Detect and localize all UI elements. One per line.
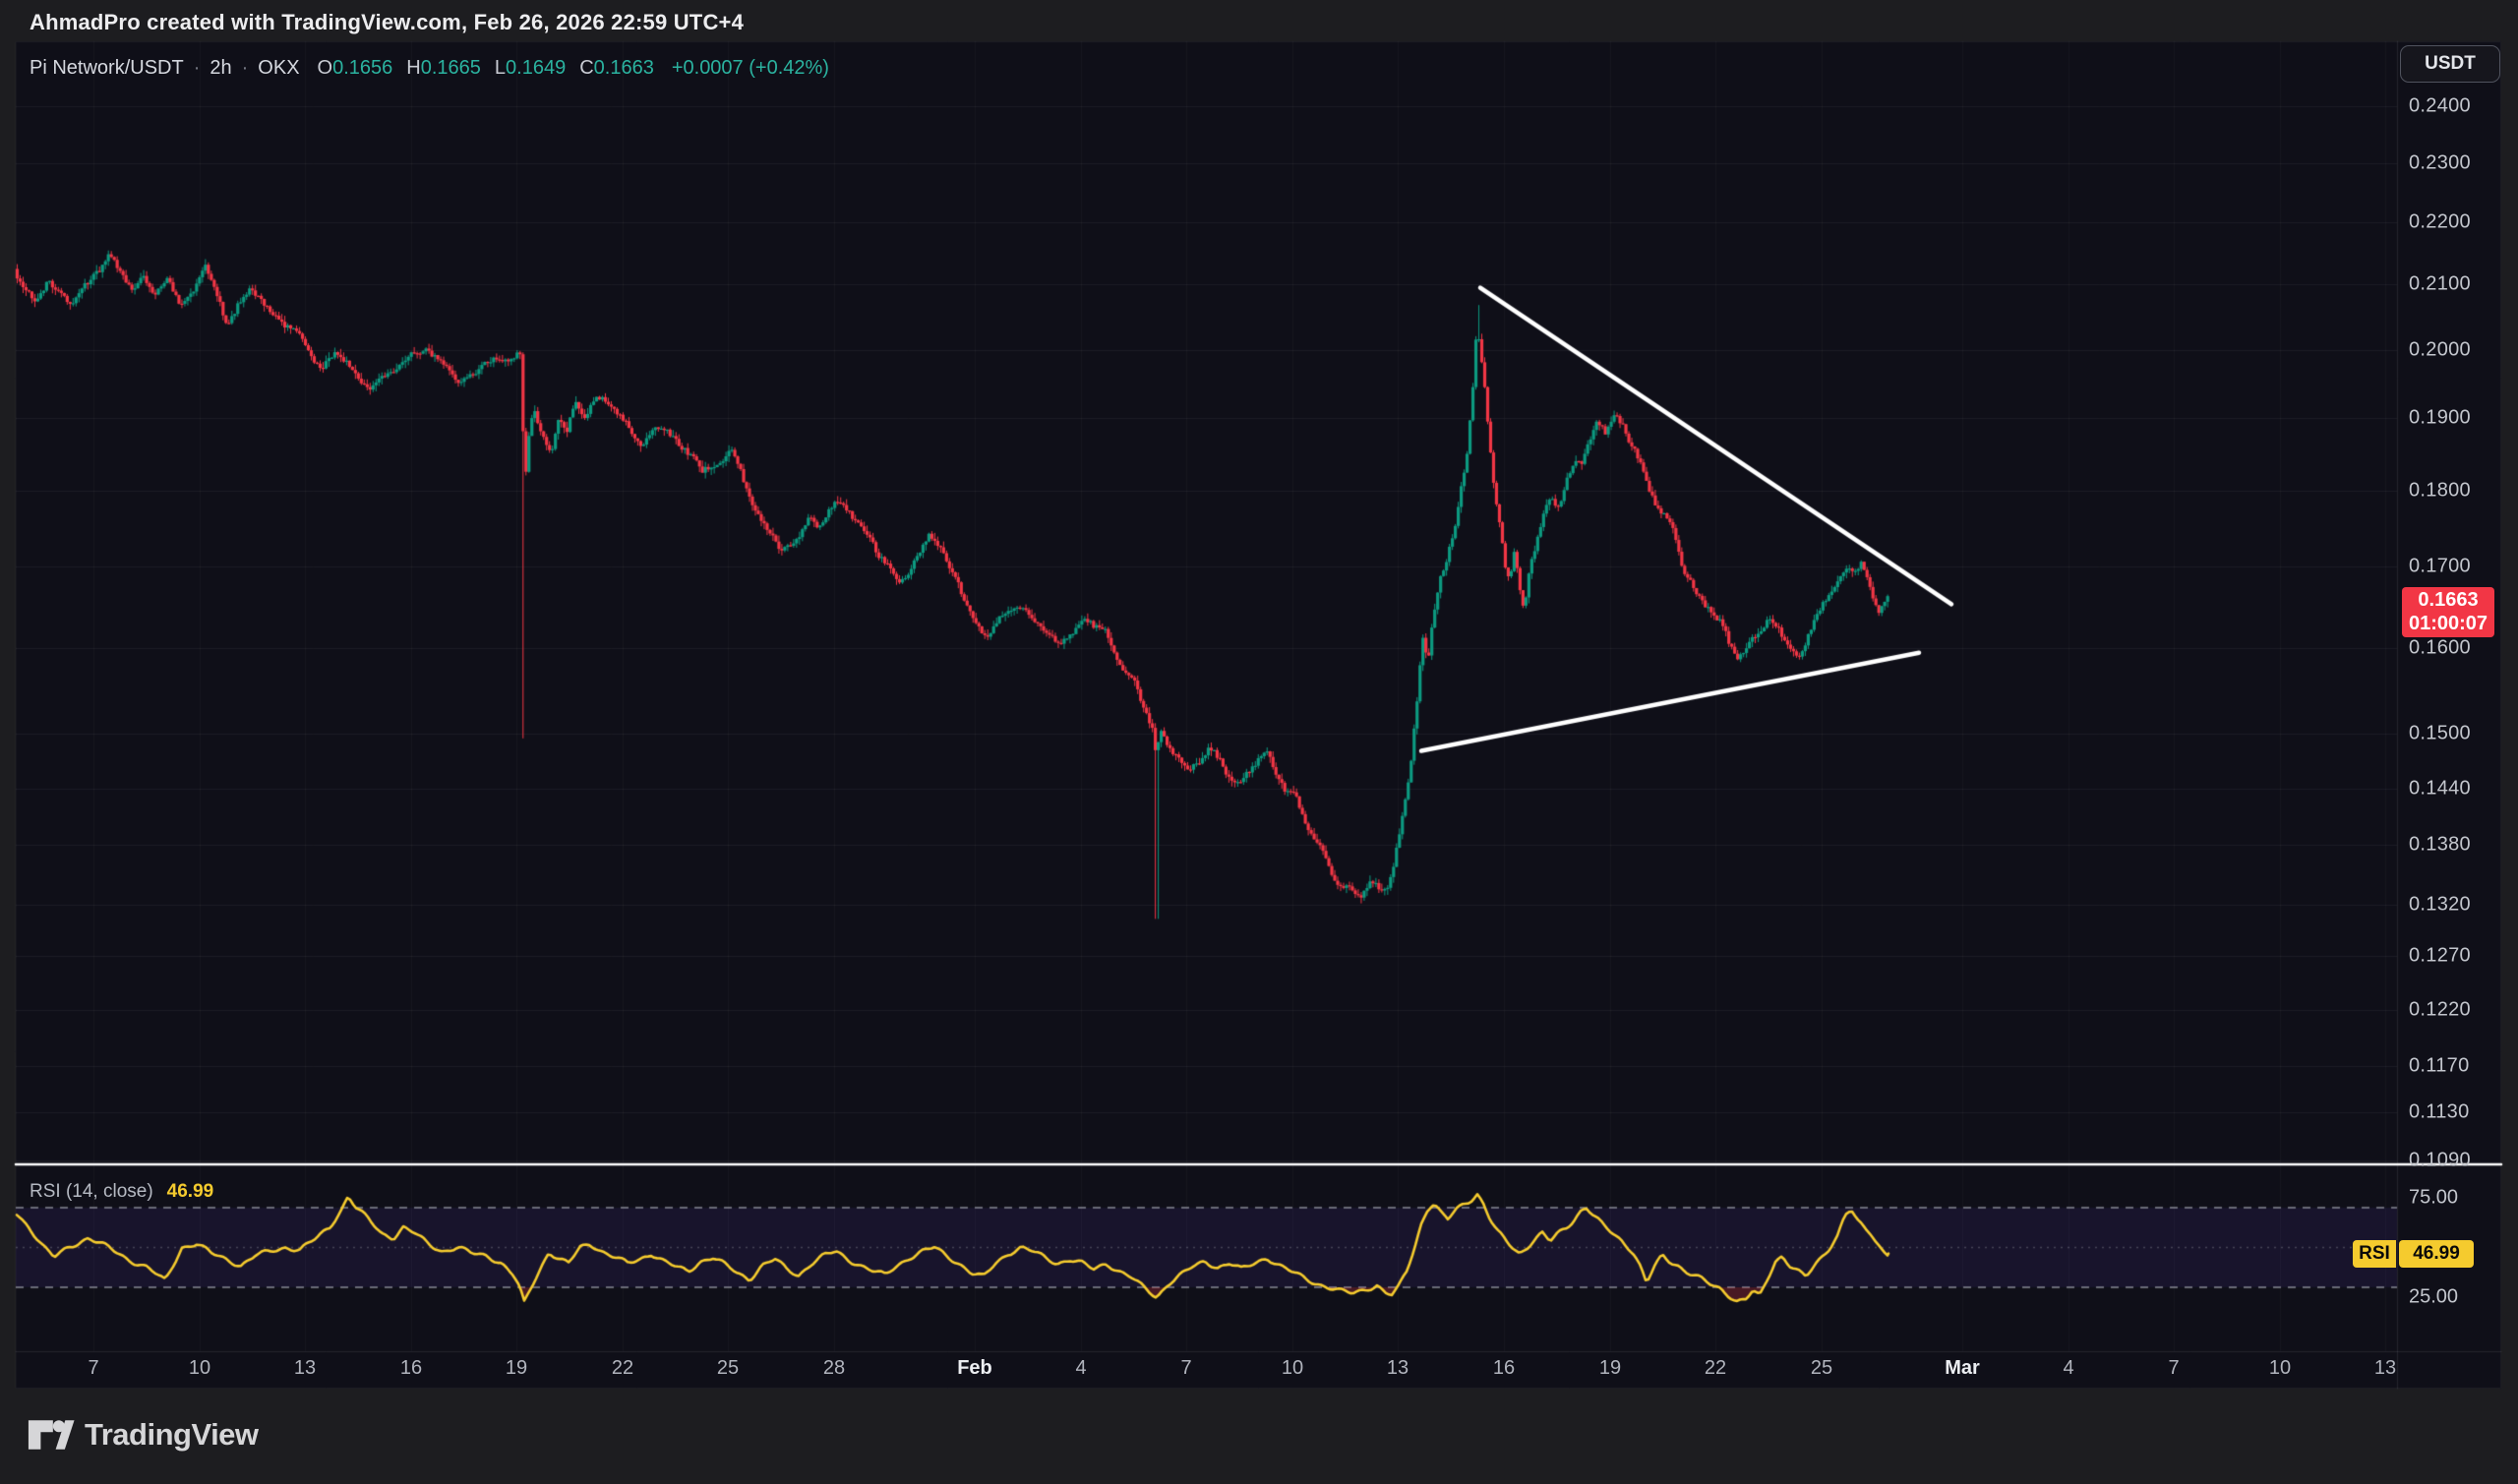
time-tick-label: 10 [2268,1357,2292,1379]
price-axis-label: 0.1130 [2409,1100,2470,1123]
symbol-legend: Pi Network/USDT · 2h · OKX O0.1656 H0.166… [30,53,829,83]
time-tick-label: 22 [1704,1357,1727,1379]
tradingview-logo-text: TradingView [85,1417,259,1452]
interval-label[interactable]: 2h [210,56,232,79]
ohlc-values: O0.1656 H0.1665 L0.1649 C0.1663 [318,57,668,80]
rsi-axis-label: 75.00 [2409,1186,2459,1209]
time-tick-label: 10 [188,1357,211,1379]
time-tick-label: 19 [1598,1357,1622,1379]
price-axis-label: 0.1170 [2409,1054,2470,1077]
legend-separator: · [241,56,249,79]
rsi-price-label-name: RSI [2353,1240,2396,1268]
price-axis-label: 0.2200 [2409,210,2471,233]
rsi-legend-title[interactable]: RSI (14, close) [30,1181,153,1202]
price-axis-label: 0.2400 [2409,94,2471,117]
rsi-axis-label: 25.00 [2409,1285,2459,1308]
ohlc-token: H0.1665 [406,56,481,79]
last-price-badge: 0.1663 01:00:07 [2402,587,2494,637]
time-tick-label: 28 [822,1357,846,1379]
time-tick-label: 13 [1386,1357,1409,1379]
time-tick-label: 25 [716,1357,740,1379]
time-tick-label: 16 [399,1357,423,1379]
rsi-price-label-value: 46.99 [2399,1240,2474,1268]
time-tick-label: 16 [1492,1357,1516,1379]
time-tick-label: 13 [293,1357,317,1379]
time-tick-label: 10 [1281,1357,1304,1379]
price-axis-label: 0.1800 [2409,479,2471,502]
legend-separator: · [193,56,201,79]
time-tick-label: 4 [1075,1357,1087,1379]
price-axis-label: 0.1090 [2409,1149,2471,1171]
price-axis-label: 0.1220 [2409,998,2471,1021]
time-tick-label: 7 [1180,1357,1192,1379]
price-axis-label: 0.1270 [2409,944,2471,967]
price-axis-label: 0.1380 [2409,833,2471,856]
time-tick-label: 22 [611,1357,634,1379]
tradingview-logo-icon [28,1418,75,1452]
rsi-legend: RSI (14, close) 46.99 [30,1181,213,1203]
time-tick-label: Feb [957,1357,992,1379]
ohlc-token: L0.1649 [494,56,567,79]
last-price-value: 0.1663 [2418,589,2479,611]
change-label: +0.0007 (+0.42%) [671,56,829,79]
time-tick-label: 19 [505,1357,528,1379]
time-tick-label: 7 [2168,1357,2180,1379]
time-tick-label: Mar [1945,1357,1980,1379]
exchange-label: OKX [258,56,300,79]
footer-brand[interactable]: TradingView [28,1417,259,1453]
price-axis-label: 0.1500 [2409,722,2471,744]
time-tick-label: 4 [2063,1357,2074,1379]
price-axis-label: 0.2000 [2409,338,2471,361]
candle-countdown: 01:00:07 [2408,613,2488,634]
price-axis-label: 0.1600 [2409,636,2471,659]
currency-unit-button[interactable]: USDT [2400,45,2500,83]
time-tick-label: 13 [2373,1357,2397,1379]
ohlc-token: O0.1656 [317,56,393,79]
ohlc-token: C0.1663 [579,56,654,79]
watermark-attribution: AhmadPro created with TradingView.com, F… [30,10,745,34]
price-axis-label: 0.1440 [2409,777,2471,800]
time-tick-label: 25 [1810,1357,1833,1379]
price-axis-label: 0.2100 [2409,272,2471,295]
price-axis-label: 0.1700 [2409,555,2471,577]
price-axis-label: 0.1900 [2409,406,2471,429]
rsi-legend-value: 46.99 [166,1181,214,1202]
time-tick-label: 7 [88,1357,99,1379]
price-axis-label: 0.2300 [2409,151,2471,174]
price-axis-label: 0.1320 [2409,893,2471,916]
symbol-title[interactable]: Pi Network/USDT [30,56,184,79]
